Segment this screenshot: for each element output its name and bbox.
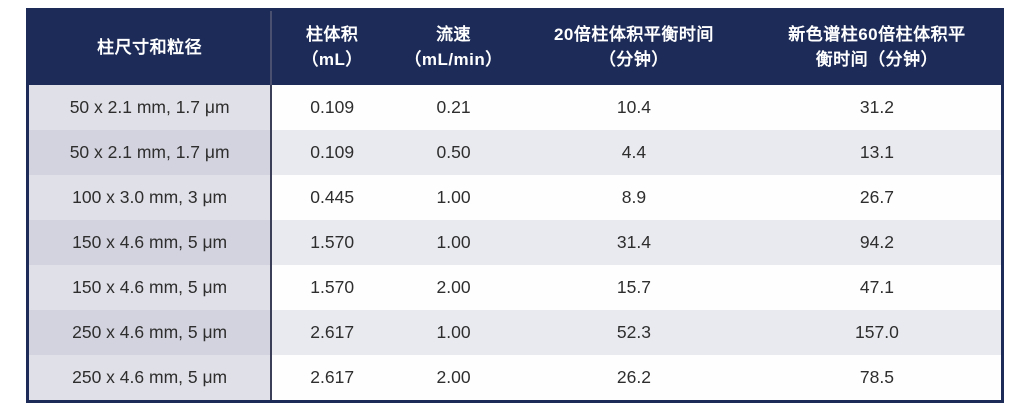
cell-20x-time: 15.7 <box>514 265 753 310</box>
column-header-volume: 柱体积 （mL） <box>271 9 393 85</box>
cell-60x-time: 26.7 <box>752 175 1003 220</box>
cell-dimension: 50 x 2.1 mm, 1.7 μm <box>27 130 273 175</box>
cell-flow-rate: 2.00 <box>392 265 515 310</box>
cell-20x-time: 8.9 <box>514 175 753 220</box>
cell-flow-rate: 1.00 <box>392 310 515 355</box>
cell-volume: 1.570 <box>271 265 393 310</box>
cell-dimension: 250 x 4.6 mm, 5 μm <box>27 355 273 402</box>
cell-20x-time: 10.4 <box>514 85 753 130</box>
cell-volume: 0.109 <box>271 85 393 130</box>
column-header-60x-time: 新色谱柱60倍柱体积平 衡时间（分钟） <box>752 9 1003 85</box>
column-header-20x-time: 20倍柱体积平衡时间 （分钟） <box>514 9 753 85</box>
cell-flow-rate: 1.00 <box>392 175 515 220</box>
table-row: 100 x 3.0 mm, 3 μm 0.445 1.00 8.9 26.7 <box>27 175 1003 220</box>
cell-flow-rate: 1.00 <box>392 220 515 265</box>
cell-60x-time: 78.5 <box>752 355 1003 402</box>
cell-volume: 2.617 <box>271 310 393 355</box>
cell-60x-time: 157.0 <box>752 310 1003 355</box>
table-row: 50 x 2.1 mm, 1.7 μm 0.109 0.50 4.4 13.1 <box>27 130 1003 175</box>
table-body: 50 x 2.1 mm, 1.7 μm 0.109 0.21 10.4 31.2… <box>27 85 1003 402</box>
cell-dimension: 150 x 4.6 mm, 5 μm <box>27 265 273 310</box>
cell-60x-time: 13.1 <box>752 130 1003 175</box>
table-row: 250 x 4.6 mm, 5 μm 2.617 2.00 26.2 78.5 <box>27 355 1003 402</box>
cell-20x-time: 26.2 <box>514 355 753 402</box>
cell-volume: 0.445 <box>271 175 393 220</box>
cell-flow-rate: 0.50 <box>392 130 515 175</box>
cell-dimension: 250 x 4.6 mm, 5 μm <box>27 310 273 355</box>
cell-20x-time: 31.4 <box>514 220 753 265</box>
table-row: 150 x 4.6 mm, 5 μm 1.570 2.00 15.7 47.1 <box>27 265 1003 310</box>
cell-flow-rate: 2.00 <box>392 355 515 402</box>
table-row: 150 x 4.6 mm, 5 μm 1.570 1.00 31.4 94.2 <box>27 220 1003 265</box>
table-row: 250 x 4.6 mm, 5 μm 2.617 1.00 52.3 157.0 <box>27 310 1003 355</box>
cell-dimension: 100 x 3.0 mm, 3 μm <box>27 175 273 220</box>
cell-volume: 0.109 <box>271 130 393 175</box>
cell-20x-time: 52.3 <box>514 310 753 355</box>
table-row: 50 x 2.1 mm, 1.7 μm 0.109 0.21 10.4 31.2 <box>27 85 1003 130</box>
cell-20x-time: 4.4 <box>514 130 753 175</box>
cell-60x-time: 31.2 <box>752 85 1003 130</box>
cell-dimension: 150 x 4.6 mm, 5 μm <box>27 220 273 265</box>
header-row: 柱尺寸和粒径 柱体积 （mL） 流速 （mL/min） 20倍柱体积平衡时间 （… <box>27 9 1003 85</box>
cell-60x-time: 47.1 <box>752 265 1003 310</box>
cell-dimension: 50 x 2.1 mm, 1.7 μm <box>27 85 273 130</box>
cell-volume: 1.570 <box>271 220 393 265</box>
cell-volume: 2.617 <box>271 355 393 402</box>
cell-flow-rate: 0.21 <box>392 85 515 130</box>
column-header-dimension: 柱尺寸和粒径 <box>27 9 273 85</box>
column-equilibration-table: 柱尺寸和粒径 柱体积 （mL） 流速 （mL/min） 20倍柱体积平衡时间 （… <box>26 8 1004 403</box>
column-header-flow-rate: 流速 （mL/min） <box>392 9 515 85</box>
equilibration-table: 柱尺寸和粒径 柱体积 （mL） 流速 （mL/min） 20倍柱体积平衡时间 （… <box>26 8 1004 403</box>
cell-60x-time: 94.2 <box>752 220 1003 265</box>
table-header: 柱尺寸和粒径 柱体积 （mL） 流速 （mL/min） 20倍柱体积平衡时间 （… <box>27 9 1003 85</box>
